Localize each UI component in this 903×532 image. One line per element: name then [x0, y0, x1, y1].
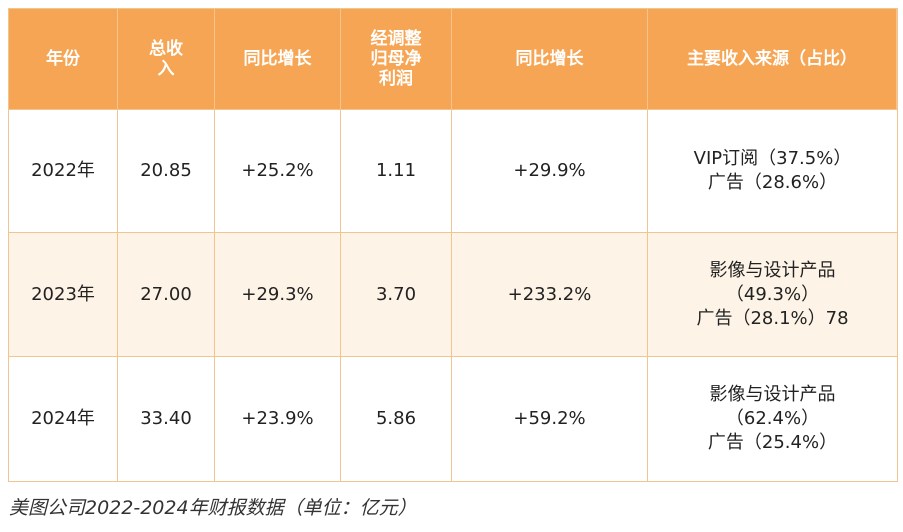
cell-profit-growth: +59.2%: [452, 357, 648, 481]
header-revenue-sources: 主要收入来源（占比）: [648, 9, 897, 110]
header-revenue-growth: 同比增长: [215, 9, 341, 110]
cell-total-revenue: 33.40: [118, 357, 215, 481]
cell-adjusted-net-profit: 1.11: [341, 110, 452, 233]
cell-revenue-sources: 影像与设计产品 （49.3%） 广告（28.1%）78: [648, 233, 897, 357]
cell-revenue-growth: +23.9%: [215, 357, 341, 481]
header-total-revenue: 总收 入: [118, 9, 215, 110]
cell-total-revenue: 27.00: [118, 233, 215, 357]
cell-total-revenue: 20.85: [118, 110, 215, 233]
cell-adjusted-net-profit: 5.86: [341, 357, 452, 481]
table-caption: 美图公司2022-2024年财报数据（单位：亿元）: [9, 497, 417, 519]
header-profit-growth: 同比增长: [452, 9, 648, 110]
cell-year: 2024年: [9, 357, 118, 481]
cell-revenue-sources: VIP订阅（37.5%） 广告（28.6%）: [648, 110, 897, 233]
header-adjusted-net-profit: 经调整 归母净 利润: [341, 9, 452, 110]
table-row: 2024年 33.40 +23.9% 5.86 +59.2% 影像与设计产品 （…: [9, 357, 897, 481]
cell-revenue-sources: 影像与设计产品 （62.4%） 广告（25.4%）: [707, 384, 838, 453]
cell-year: 2022年: [9, 110, 118, 233]
financial-table: 年份 总收 入 同比增长 经调整 归母净 利润 同比增长 主要收入来源（占比） …: [8, 8, 898, 482]
cell-profit-growth: +233.2%: [452, 233, 648, 357]
cell-profit-growth: +29.9%: [452, 110, 648, 233]
table-row: 2022年 20.85 +25.2% 1.11 +29.9% VIP订阅（37.…: [9, 110, 897, 233]
cell-revenue-growth: +25.2%: [215, 110, 341, 233]
table-header-row: 年份 总收 入 同比增长 经调整 归母净 利润 同比增长 主要收入来源（占比）: [9, 9, 897, 110]
cell-adjusted-net-profit: 3.70: [341, 233, 452, 357]
header-year: 年份: [9, 9, 118, 110]
cell-revenue-growth: +29.3%: [215, 233, 341, 357]
table-row: 2023年 27.00 +29.3% 3.70 +233.2% 影像与设计产品 …: [9, 233, 897, 357]
cell-year: 2023年: [9, 233, 118, 357]
